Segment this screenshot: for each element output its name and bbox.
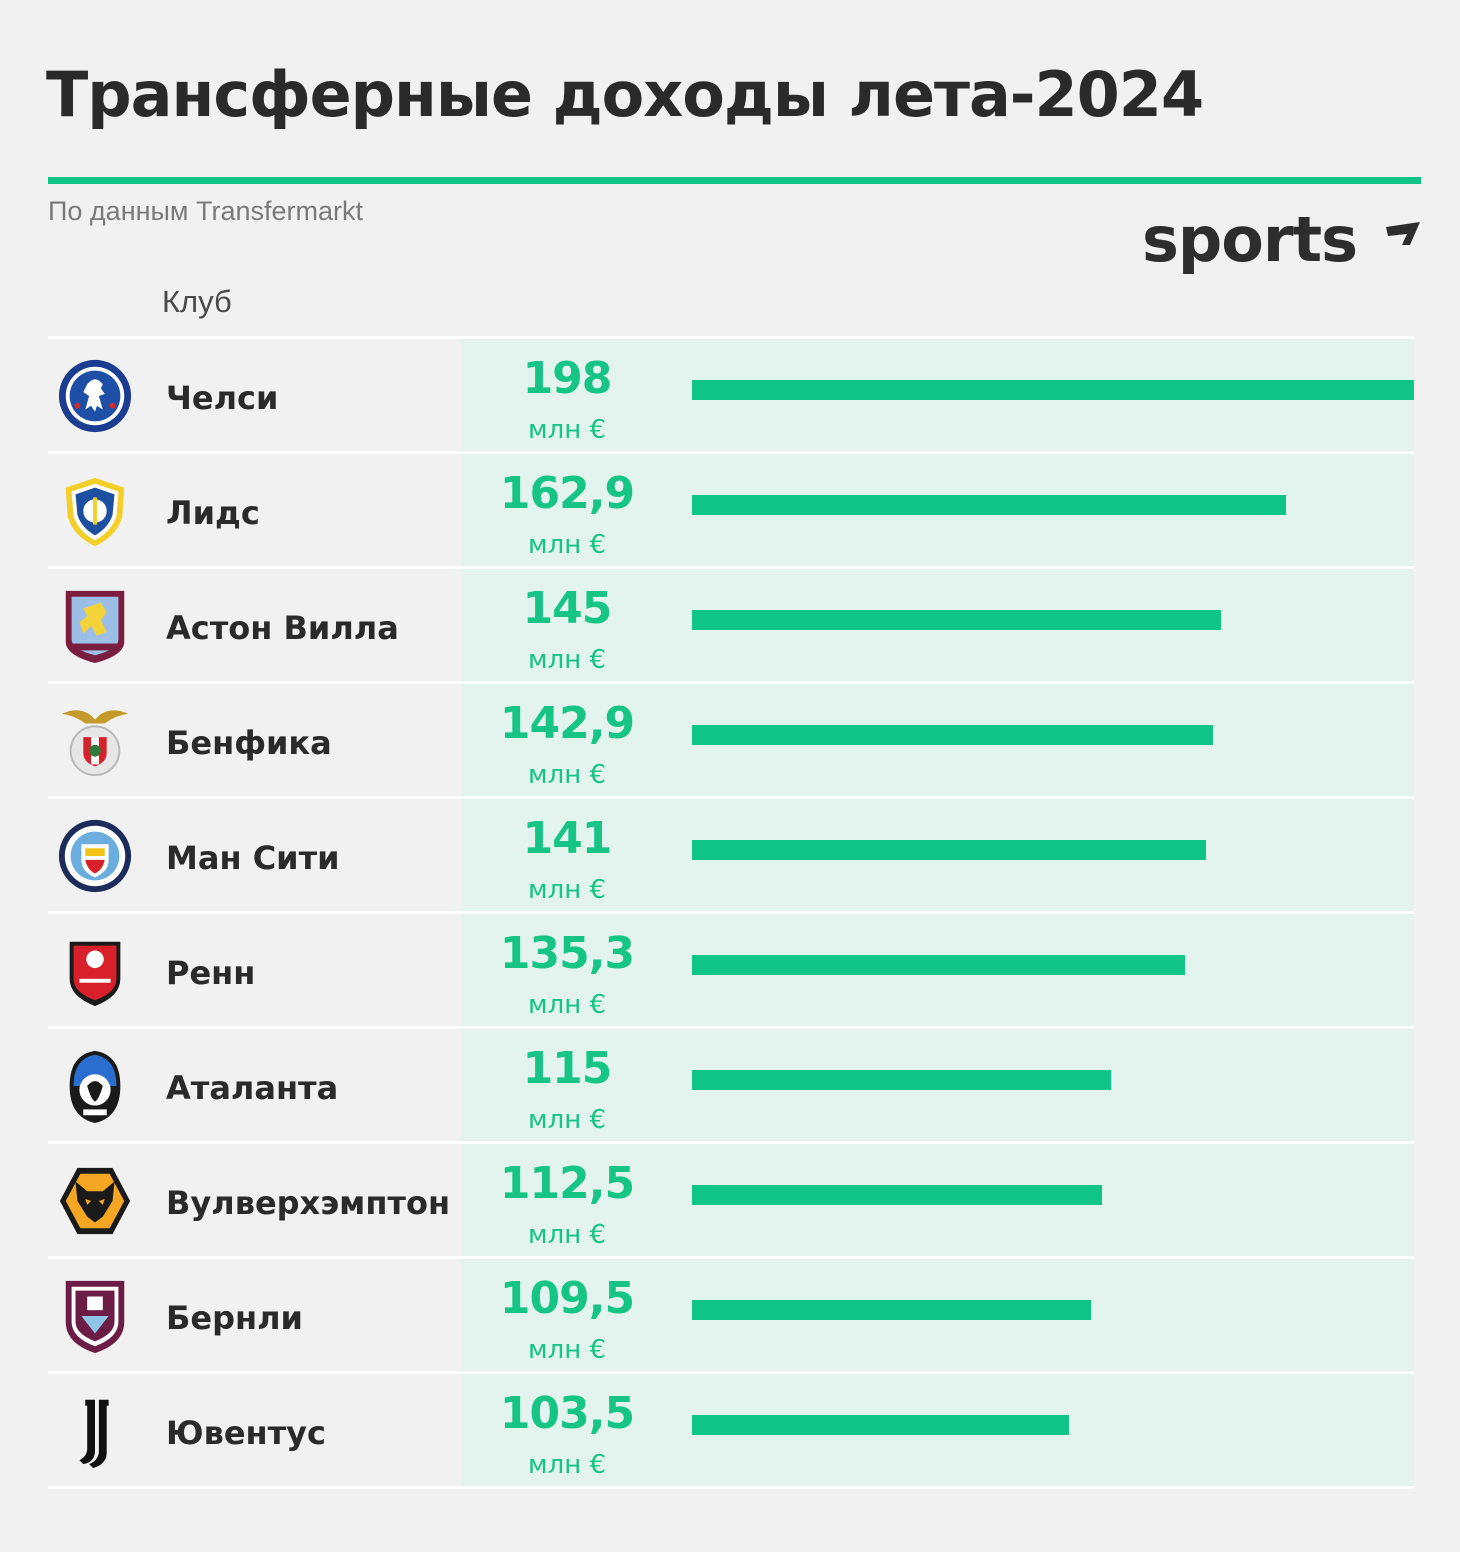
table-row: Лидс 162,9 млн €	[48, 451, 1414, 566]
unit-label: млн €	[527, 990, 607, 1020]
unit-label: млн €	[527, 875, 607, 905]
unit-label: млн €	[527, 1335, 607, 1365]
aston-villa-crest-icon	[65, 590, 125, 664]
bar	[692, 610, 1221, 630]
value-label: 115	[522, 1043, 613, 1094]
wolves-crest-icon	[59, 1167, 131, 1235]
table-row: Вулверхэмптон 112,5 млн €	[48, 1141, 1414, 1256]
club-name: Аталанта	[166, 1069, 339, 1107]
unit-label: млн €	[527, 1105, 607, 1135]
rennes-crest-icon	[69, 941, 121, 1007]
bar	[692, 1185, 1102, 1205]
unit-label: млн €	[527, 530, 607, 560]
bar	[692, 725, 1213, 745]
unit-label: млн €	[527, 760, 607, 790]
chelsea-crest-icon	[58, 359, 132, 433]
atalanta-crest-icon	[69, 1050, 121, 1124]
value-label: 142,9	[499, 698, 635, 749]
club-name: Ренн	[166, 954, 256, 992]
bar	[692, 1300, 1091, 1320]
table-row: Бенфика 142,9 млн €	[48, 681, 1414, 796]
svg-text:sports: sports	[1142, 205, 1357, 276]
bar	[692, 955, 1185, 975]
club-name: Лидс	[166, 494, 260, 532]
unit-label: млн €	[527, 1450, 607, 1480]
bar	[692, 380, 1414, 400]
bar	[692, 840, 1206, 860]
chart-title: Трансферные доходы лета-2024	[46, 58, 1204, 131]
unit-label: млн €	[527, 415, 607, 445]
leeds-crest-icon	[65, 477, 125, 547]
unit-label: млн €	[527, 645, 607, 675]
sports-logo: sports	[1142, 205, 1420, 276]
man-city-crest-icon	[58, 819, 132, 893]
value-label: 112,5	[499, 1158, 635, 1209]
table-row: Ювентус 103,5 млн €	[48, 1371, 1414, 1489]
table-row: Челси 198 млн €	[48, 336, 1414, 451]
club-name: Ман Сити	[166, 839, 340, 877]
table-row: Бернли 109,5 млн €	[48, 1256, 1414, 1371]
unit-label: млн €	[527, 1220, 607, 1250]
clubs-table: Челси 198 млн € Лидс 162,9 млн € Астон В…	[48, 336, 1414, 1489]
value-label: 103,5	[499, 1388, 635, 1439]
burnley-crest-icon	[65, 1280, 125, 1354]
club-name: Челси	[166, 379, 279, 417]
juventus-crest-icon	[79, 1399, 109, 1469]
club-name: Вулверхэмптон	[166, 1184, 451, 1222]
column-header-club: Клуб	[162, 284, 232, 319]
table-row: Аталанта 115 млн €	[48, 1026, 1414, 1141]
club-name: Ювентус	[166, 1414, 326, 1452]
value-label: 141	[522, 813, 613, 864]
bar	[692, 1415, 1069, 1435]
value-label: 135,3	[499, 928, 635, 979]
table-row: Ман Сити 141 млн €	[48, 796, 1414, 911]
title-divider	[48, 177, 1421, 184]
club-name: Бенфика	[166, 724, 332, 762]
club-name: Астон Вилла	[166, 609, 399, 647]
source-note: По данным Transfermarkt	[48, 196, 364, 226]
value-label: 145	[522, 583, 613, 634]
value-label: 198	[522, 353, 613, 404]
table-row: Ренн 135,3 млн €	[48, 911, 1414, 1026]
value-label: 109,5	[499, 1273, 635, 1324]
benfica-crest-icon	[61, 710, 129, 777]
value-label: 162,9	[499, 468, 635, 519]
club-name: Бернли	[166, 1299, 303, 1337]
table-row: Астон Вилла 145 млн €	[48, 566, 1414, 681]
bar	[692, 1070, 1111, 1090]
bar	[692, 495, 1286, 515]
